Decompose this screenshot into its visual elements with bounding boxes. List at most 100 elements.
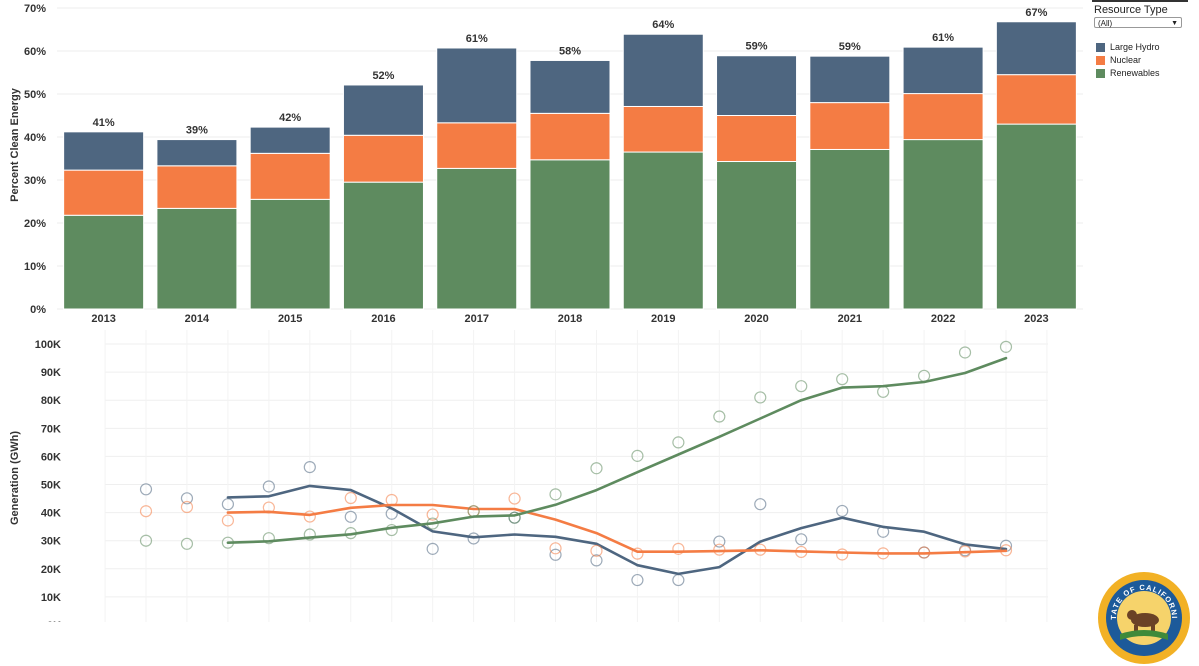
point-large-hydro-2014 [631, 573, 644, 587]
point-nuclear-2014 [631, 547, 644, 560]
bar-large-hydro-2021 [809, 55, 891, 104]
line-chart-series [139, 340, 1013, 587]
legend-swatch-nuclear [1096, 55, 1105, 65]
bar-renewables-2014 [156, 207, 238, 310]
bar-chart-bars [63, 21, 1077, 310]
legend-label-large-hydro: Large Hydro [1110, 42, 1160, 52]
filter-selected-value: (All) [1098, 19, 1113, 28]
bar-total-label: 59% [839, 41, 861, 53]
bar-total-label: 67% [1025, 7, 1047, 19]
bar-x-tick-label: 2018 [558, 313, 582, 325]
point-renewables-2018 [795, 380, 808, 393]
bar-total-label: 39% [186, 125, 208, 137]
point-large-hydro-2010 [467, 532, 480, 545]
line-y-tick-label: 60K [41, 451, 61, 463]
line-y-tick-label: 90K [41, 367, 61, 379]
point-renewables-2011 [508, 511, 521, 524]
bar-x-tick-label: 2013 [91, 313, 115, 325]
bar-large-hydro-2014 [156, 139, 238, 167]
bar-y-tick-label: 30% [24, 175, 46, 187]
point-renewables-2005 [262, 532, 275, 545]
bar-x-tick-label: 2022 [931, 313, 955, 325]
point-renewables-2008 [385, 523, 398, 537]
point-large-hydro-2006 [303, 461, 316, 474]
point-renewables-2017 [754, 391, 767, 404]
bar-x-tick-label: 2019 [651, 313, 675, 325]
bear-leg-icon [1151, 625, 1155, 631]
point-large-hydro-2016 [713, 535, 726, 548]
legend-item-large-hydro[interactable]: Large Hydro [1096, 41, 1160, 53]
bar-total-label: 58% [559, 45, 581, 57]
bar-total-label: 42% [279, 112, 301, 124]
point-renewables-2012 [549, 488, 562, 501]
point-nuclear-2007 [344, 491, 357, 505]
point-renewables-2015 [672, 436, 685, 449]
bar-renewables-2016 [342, 181, 424, 310]
bar-total-label: 64% [652, 19, 674, 31]
bar-large-hydro-2017 [436, 47, 518, 124]
bar-renewables-2015 [249, 198, 331, 310]
bar-large-hydro-2022 [902, 46, 984, 95]
bar-nuclear-2015 [249, 152, 331, 200]
point-nuclear-2019 [836, 548, 849, 561]
bar-chart-total-labels: 41% 39% 42% 52% 61% 58% 64% 59% 59% 61% 67% [93, 7, 1048, 137]
line-y-tick-label: 30K [41, 536, 61, 548]
bar-renewables-2021 [809, 148, 891, 310]
point-nuclear-2002 [139, 505, 153, 518]
bar-large-hydro-2019 [622, 33, 704, 107]
point-nuclear-2011 [508, 492, 521, 505]
bar-x-tick-label: 2015 [278, 313, 302, 325]
bar-nuclear-2014 [156, 165, 238, 209]
bar-renewables-2020 [716, 161, 798, 310]
point-renewables-2022 [958, 346, 972, 359]
line-chart-gridlines [104, 330, 1048, 622]
bar-total-label: 61% [932, 32, 954, 44]
bar-x-tick-label: 2017 [464, 313, 488, 325]
point-nuclear-2013 [590, 544, 603, 557]
bar-large-hydro-2016 [342, 84, 424, 136]
bar-nuclear-2021 [809, 102, 891, 150]
bar-large-hydro-2020 [716, 55, 798, 116]
line-y-tick-label: 10K [41, 592, 61, 604]
point-renewables-2006 [303, 528, 316, 541]
point-renewables-2023 [999, 340, 1013, 353]
point-large-hydro-2007 [344, 510, 357, 523]
bar-renewables-2017 [436, 167, 518, 310]
point-renewables-2019 [836, 373, 849, 386]
point-nuclear-2004 [221, 514, 235, 527]
bar-renewables-2023 [995, 123, 1077, 310]
bar-y-tick-label: 0% [30, 304, 46, 316]
bar-y-tick-label: 20% [24, 218, 46, 230]
chevron-down-icon[interactable]: ▼ [1171, 20, 1178, 27]
point-nuclear-2009 [426, 508, 439, 521]
bar-renewables-2018 [529, 159, 611, 310]
legend-title: Resource Type [1094, 4, 1168, 16]
california-state-seal-logo: STATE OF CALIFORNIA [1096, 570, 1190, 664]
legend-item-nuclear[interactable]: Nuclear [1096, 54, 1141, 66]
line-large-hydro [226, 484, 1008, 576]
resource-type-filter[interactable]: (All) ▼ [1094, 17, 1182, 28]
point-large-hydro-2013 [590, 554, 603, 567]
bar-x-tick-label: 2021 [838, 313, 862, 325]
bar-x-tick-label: 2020 [744, 313, 768, 325]
point-renewables-2002 [139, 534, 153, 547]
bar-nuclear-2013 [63, 169, 145, 216]
point-large-hydro-2003 [180, 492, 194, 505]
point-large-hydro-2018 [795, 533, 808, 546]
bar-total-label: 61% [466, 33, 488, 45]
bar-renewables-2013 [63, 214, 145, 310]
series-renewables [139, 340, 1013, 550]
bar-nuclear-2018 [529, 112, 611, 161]
legend-item-renewables[interactable]: Renewables [1096, 67, 1160, 79]
series-large-hydro [139, 461, 1013, 587]
bar-total-label: 59% [746, 41, 768, 53]
line-y-tick-label: 40K [41, 508, 61, 520]
point-large-hydro-2012 [549, 548, 562, 561]
point-large-hydro-2017 [754, 498, 767, 511]
bar-large-hydro-2023 [995, 21, 1077, 76]
bar-nuclear-2016 [342, 134, 424, 183]
bar-x-tick-label: 2023 [1024, 313, 1048, 325]
bar-x-tick-label: 2016 [371, 313, 395, 325]
bar-total-label: 52% [372, 70, 394, 82]
bar-y-tick-label: 50% [24, 89, 46, 101]
